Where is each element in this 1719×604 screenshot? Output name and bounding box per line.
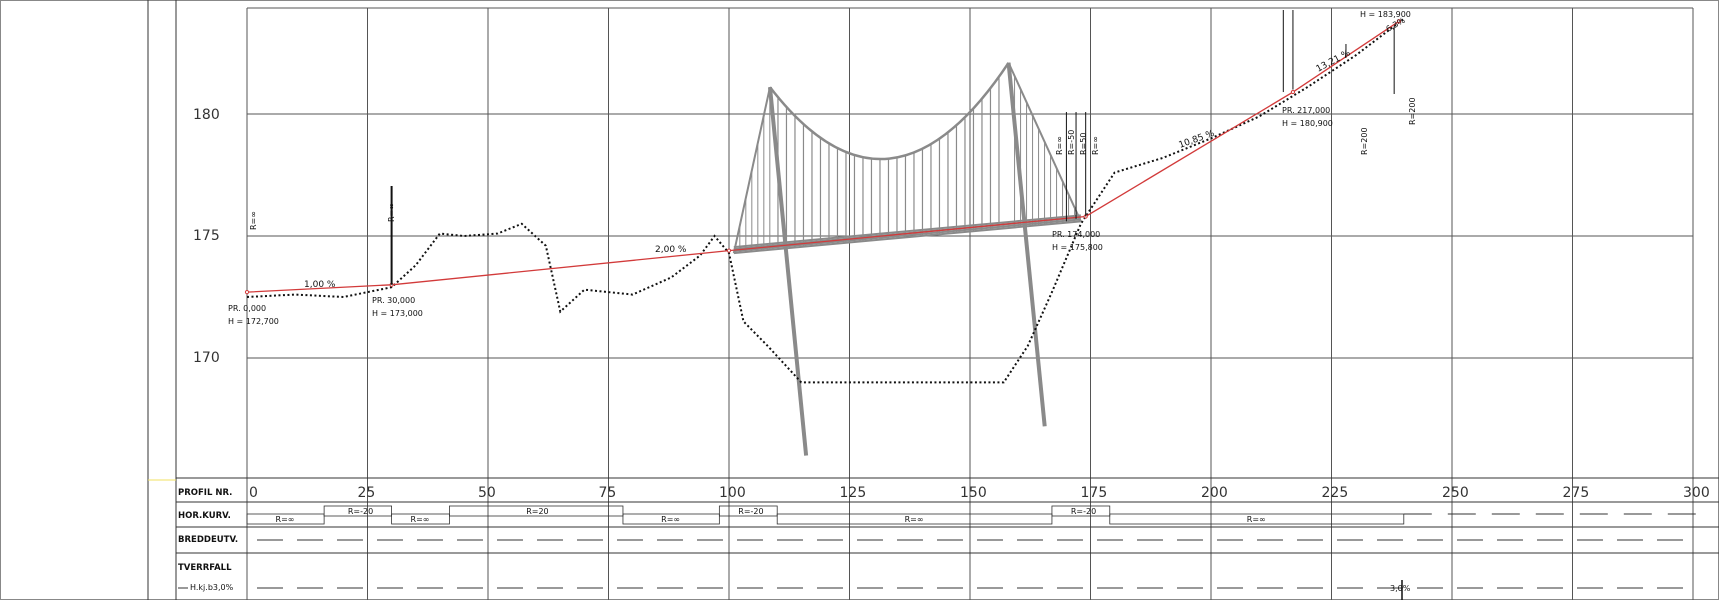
station-label-0: PR. 0,000	[228, 304, 266, 313]
profile-table: PROFIL NR. HOR.KURV. BREDDEUTV. TVERRFAL…	[176, 477, 1719, 600]
row-label-tverrfall: TVERRFALL	[178, 563, 232, 573]
curve-label: R=20	[526, 507, 548, 516]
curve-box	[323, 505, 392, 517]
profile-numbers: 0 25 50 75 100 125 150 175 200 225 250 275 300	[249, 485, 1710, 501]
curve-label: R=∞	[411, 515, 430, 524]
grade-label-2: 2,00 %	[655, 245, 687, 255]
row-label-horkurv: HOR.KURV.	[178, 511, 231, 521]
curve-label: R=∞	[661, 515, 680, 524]
curve-box	[246, 513, 325, 525]
terrain-profile	[246, 18, 1405, 384]
radius-label-inf-30: R=∞	[387, 203, 396, 222]
elevation-label-217: H = 180,900	[1282, 119, 1333, 128]
row-label-breddeutv: BREDDEUTV.	[178, 535, 238, 545]
curve-label: R=-20	[348, 507, 373, 516]
x-tick-label: 200	[1201, 485, 1228, 501]
radius-label-50: R=50	[1079, 133, 1088, 155]
x-tick-label: 0	[249, 485, 258, 501]
radius-label-200b: R=200	[1408, 97, 1417, 125]
x-tick-label: 150	[960, 485, 987, 501]
curve-box	[449, 505, 624, 517]
radius-label-inf-start: R=∞	[249, 211, 258, 230]
bridge-tower	[767, 86, 809, 456]
main-cable	[768, 62, 1010, 161]
curve-box	[622, 513, 720, 525]
curve-box	[776, 513, 1053, 525]
x-tick-label: 75	[599, 485, 617, 501]
radius-label-inf-175: R=∞	[1091, 136, 1100, 155]
curve-box	[1051, 505, 1111, 517]
design-vertex	[1290, 89, 1296, 95]
y-axis-labels: 180 175 170	[193, 107, 220, 366]
y-tick-180: 180	[193, 107, 220, 123]
back-stay	[732, 86, 771, 254]
x-tick-label: 225	[1322, 485, 1349, 501]
station-label-217: PR. 217,000	[1282, 106, 1330, 115]
curve-label: R=-20	[738, 507, 763, 516]
grid-lines	[246, 7, 1694, 600]
row-label-profil: PROFIL NR.	[178, 488, 232, 498]
elevation-label-top: H = 183,900	[1360, 10, 1411, 19]
x-tick-label: 100	[719, 485, 746, 501]
curve-box	[718, 505, 778, 517]
station-label-174: PR. 174,000	[1052, 230, 1100, 239]
station-label-30: PR. 30,000	[372, 296, 415, 305]
elevation-label-30: H = 173,000	[372, 309, 423, 318]
x-tick-label: 25	[358, 485, 376, 501]
curve-box	[1109, 513, 1405, 525]
x-tick-label: 250	[1442, 485, 1469, 501]
y-tick-170: 170	[193, 350, 220, 366]
design-vertex	[726, 248, 732, 253]
design-vertex	[244, 290, 250, 295]
x-tick-label: 300	[1683, 485, 1710, 501]
x-tick-label: 50	[478, 485, 496, 501]
design-line	[244, 10, 1402, 295]
radius-label-neg50: R=-50	[1067, 130, 1076, 155]
x-tick-label: 175	[1081, 485, 1108, 501]
elevation-label-0: H = 172,700	[228, 317, 279, 326]
curve-label: R=∞	[905, 515, 924, 524]
curve-box	[391, 513, 450, 525]
elevation-label-174: H = 175,800	[1052, 243, 1103, 252]
design-polyline	[246, 20, 1400, 293]
row-label-hkj: H.kj.b3,0%	[190, 583, 234, 592]
suspension-bridge	[732, 62, 1082, 456]
curve-label: R=∞	[276, 515, 295, 524]
x-tick-label: 275	[1563, 485, 1590, 501]
curve-label: R=-20	[1071, 507, 1096, 516]
design-vertex	[1396, 19, 1402, 24]
y-tick-175: 175	[193, 228, 220, 244]
radius-label-inf-170: R=∞	[1055, 136, 1064, 155]
grade-label-1: 1,00 %	[304, 280, 336, 290]
x-tick-label: 125	[840, 485, 867, 501]
tverrfall-value: 3,0%	[1390, 584, 1411, 593]
radius-label-200: R=200	[1360, 127, 1369, 155]
curve-label: R=∞	[1247, 515, 1266, 524]
terrain-line	[246, 18, 1405, 384]
horizontal-curves: R=∞ R=-20 R=∞ R=20 R=∞ R=-20 R=∞ R=-20 R=∞	[246, 505, 1696, 525]
